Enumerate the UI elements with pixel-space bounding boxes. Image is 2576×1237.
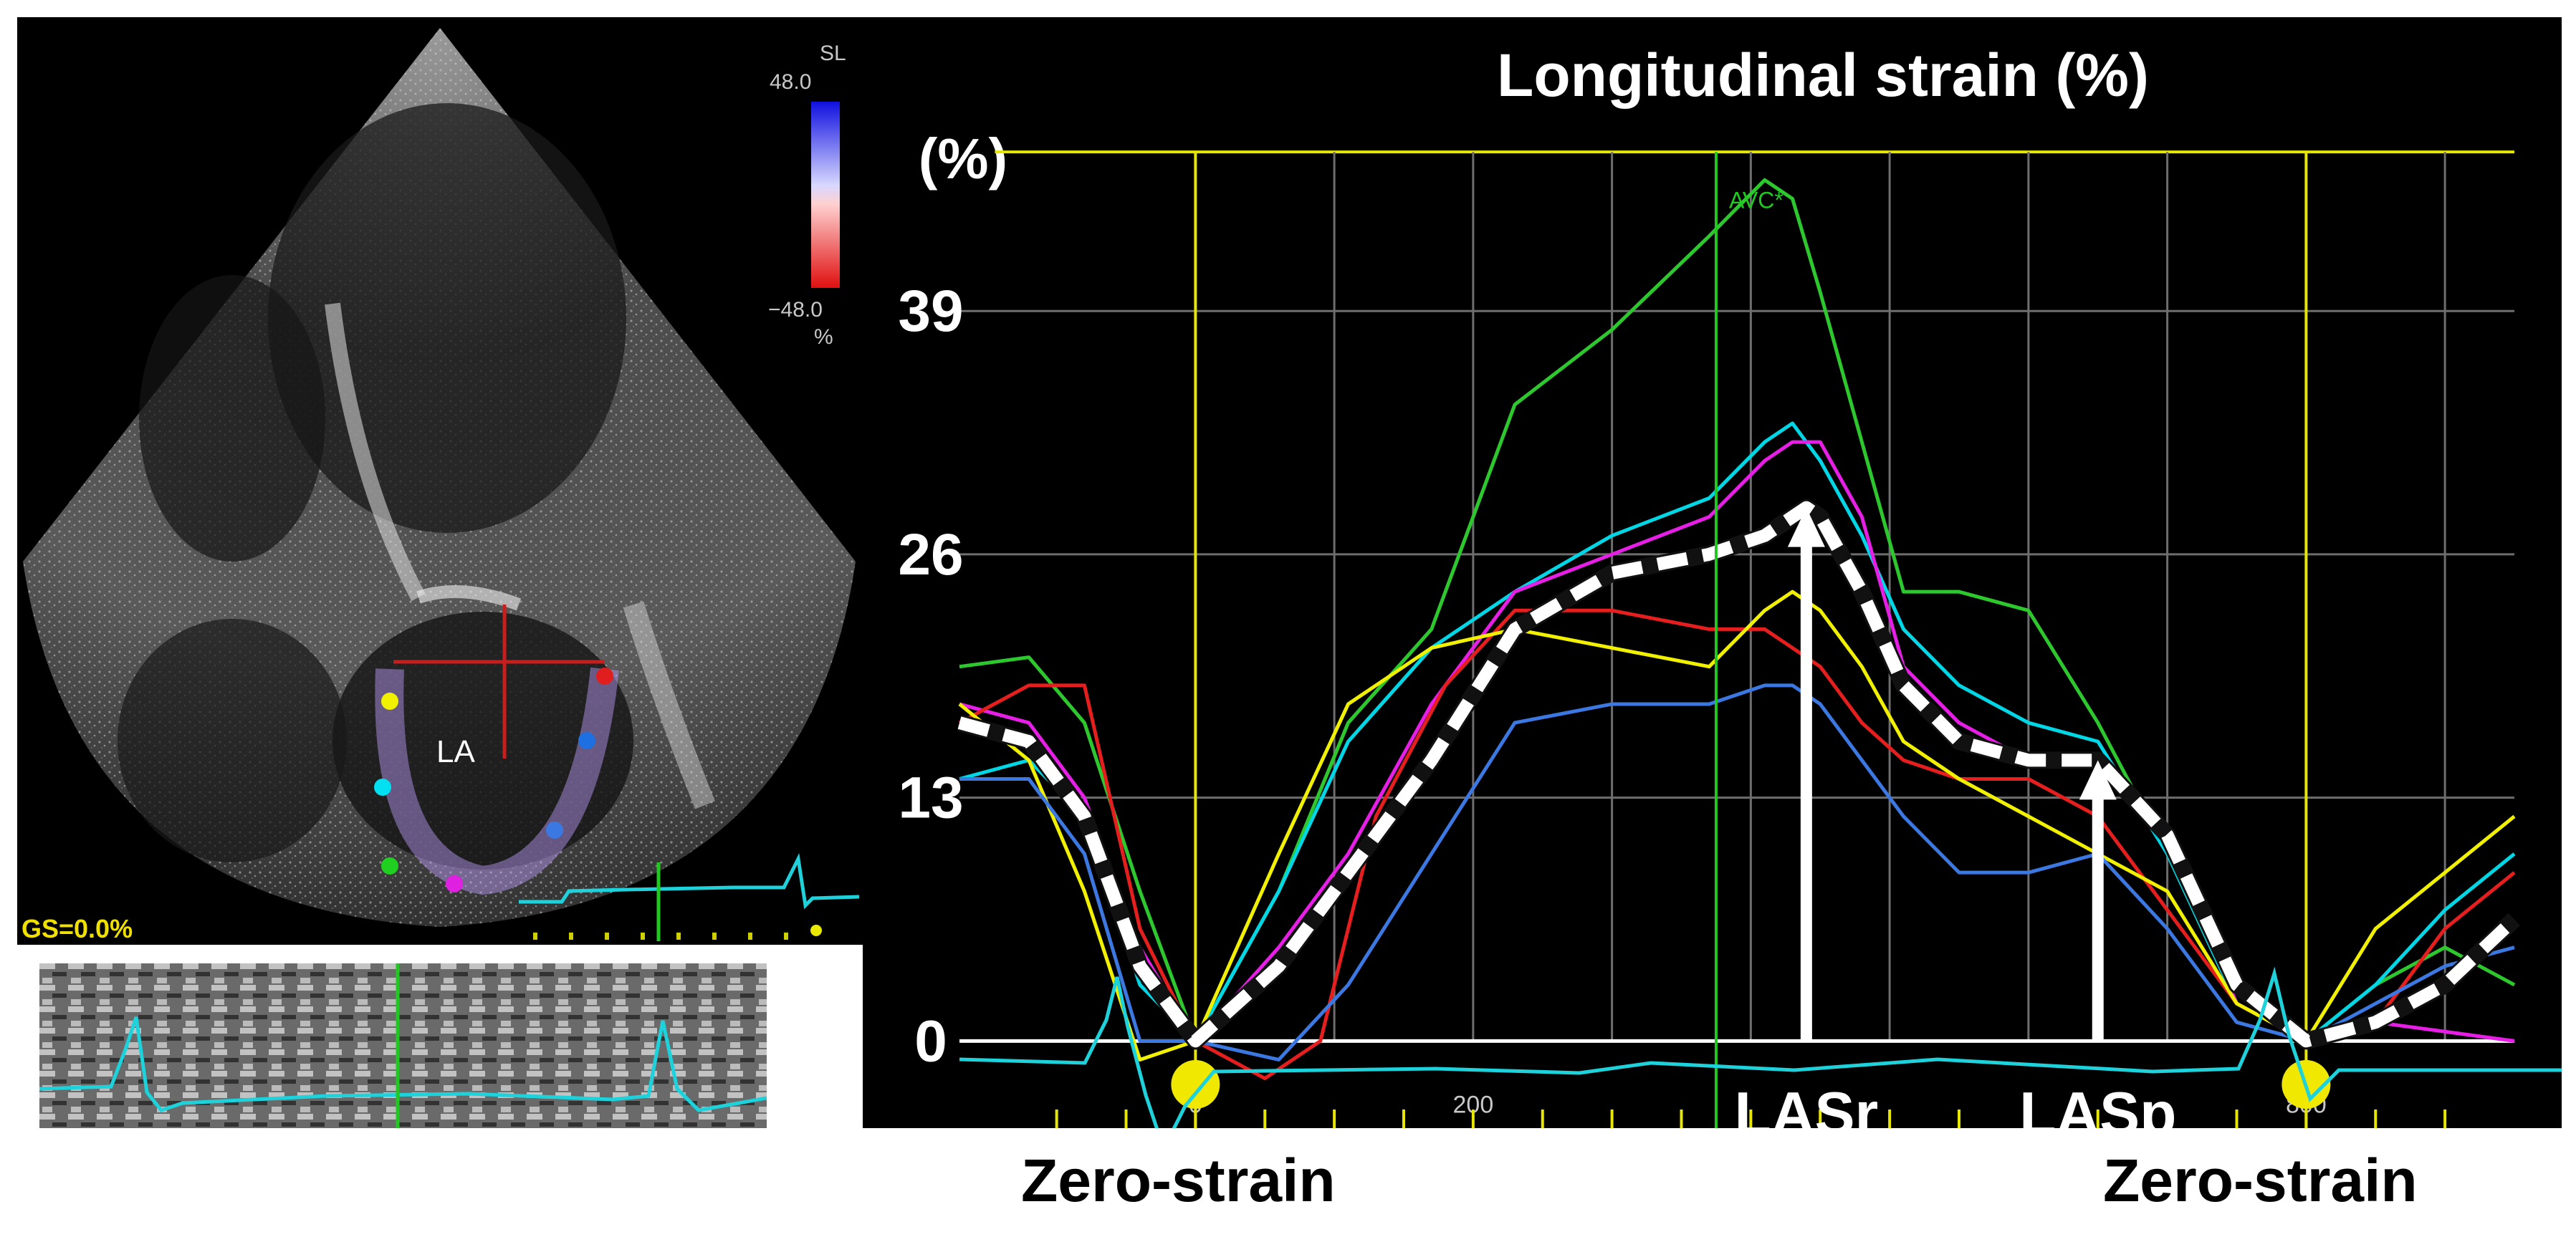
ultrasound-sector: [23, 28, 856, 927]
lasr-arrow-head: [1787, 507, 1825, 547]
colorbar-title: SL: [820, 42, 846, 65]
gs-readout: GS=0.0%: [21, 914, 133, 943]
ecg-trace: [959, 966, 2562, 1128]
y-tick-label: 0: [914, 1009, 947, 1074]
series-segment-3: [959, 440, 2515, 1043]
chamber-label: LA: [436, 734, 475, 769]
la-tracking-contour: [374, 605, 619, 895]
colorbar-unit: %: [814, 325, 833, 349]
chart-title: Longitudinal strain (%): [1497, 42, 2149, 109]
y-axis-unit-label: (%): [919, 127, 1007, 191]
colorbar: [811, 102, 840, 288]
y-tick-label: 39: [898, 279, 963, 344]
colorbar-max-label: 48.0: [770, 70, 811, 94]
colorbar-min-label: −48.0: [768, 298, 823, 322]
series-segment-5: [958, 589, 2516, 1062]
series-average-shadow: [957, 499, 2521, 1050]
zero-strain-caption-left: Zero-strain: [1021, 1147, 1336, 1214]
echo-time-ticks: [533, 933, 788, 940]
series-segment-1: [959, 178, 2516, 1043]
echo-image-panel: LA SL 48.0 −48.0 % GS=0.0%: [17, 17, 863, 945]
mmode-strip: [39, 963, 767, 1128]
series-average-strain: [957, 501, 2519, 1048]
strain-chart-panel: Longitudinal strain (%) (%) 013263902008…: [863, 17, 2562, 1128]
echo-ecg-trace: [519, 852, 860, 910]
echo-marker-dot: [810, 925, 822, 936]
y-tick-label: 13: [898, 766, 963, 831]
mmode-texture: [39, 963, 767, 1128]
zero-strain-caption-right: Zero-strain: [2103, 1147, 2418, 1214]
zero-strain-dot: [1171, 1060, 1220, 1109]
chart-ecg: [959, 966, 2562, 1128]
lasp-label: LASp: [2019, 1079, 2176, 1128]
mmode-ecg-trace: [39, 1016, 767, 1112]
avc-marker-label: AVC*: [1729, 187, 1783, 213]
lasr-label: LASr: [1735, 1079, 1879, 1128]
series-segment-2: [959, 421, 2516, 1043]
lasp-arrow-head: [2079, 760, 2117, 800]
strain-chart: Longitudinal strain (%) (%) 013263902008…: [898, 42, 2562, 1128]
y-tick-label: 26: [898, 522, 963, 587]
